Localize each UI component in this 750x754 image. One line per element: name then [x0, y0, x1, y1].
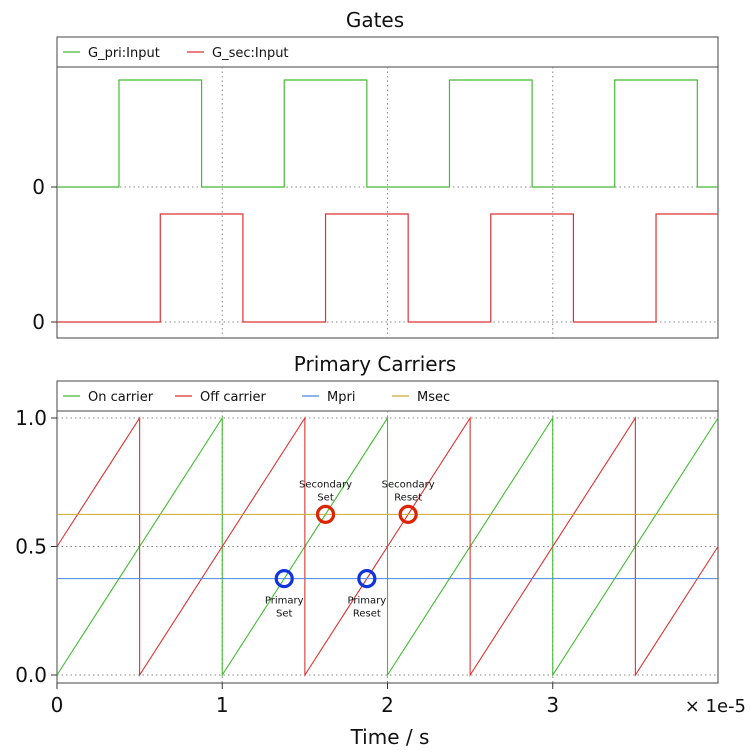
- annotation-label: Set: [317, 492, 334, 503]
- legend-label: Mpri: [327, 390, 355, 405]
- xtick-label: 3: [546, 693, 559, 717]
- annotation-label: Reset: [394, 492, 422, 503]
- annotation-label: Secondary: [299, 479, 352, 490]
- annotation-marker: [315, 504, 336, 524]
- xtick-label: 2: [381, 693, 394, 717]
- x-scale-label: × 1e-5: [685, 696, 746, 717]
- gates-title: Gates: [346, 8, 404, 32]
- gates-ytick-label: 0: [32, 175, 45, 199]
- annotation-label: Set: [276, 609, 293, 620]
- legend-label: G_sec:Input: [212, 46, 289, 61]
- carriers-title: Primary Carriers: [294, 352, 456, 376]
- carriers-ytick-label: 0.0: [15, 663, 47, 687]
- series-off-carrier: [56, 416, 719, 677]
- legend-label: G_pri:Input: [88, 46, 160, 61]
- legend-label: Off carrier: [200, 390, 267, 405]
- carriers-ytick-label: 1.0: [15, 406, 47, 430]
- legend-label: Msec: [417, 390, 450, 405]
- annotation-marker: [274, 569, 294, 589]
- annotation-label: Reset: [353, 609, 381, 620]
- x-axis-label: Time / s: [350, 725, 430, 749]
- gate-trace-g_sec: [57, 213, 718, 323]
- annotation-label: Primary: [348, 596, 387, 607]
- xtick-label: 0: [51, 693, 64, 717]
- annotation-marker: [357, 569, 377, 589]
- carriers-ytick-label: 0.5: [15, 535, 47, 559]
- annotation-marker: [398, 504, 418, 524]
- annotation-label: Secondary: [382, 479, 435, 490]
- gate-trace-g_pri: [57, 79, 718, 188]
- gates-ytick-label: 0: [32, 310, 45, 334]
- xtick-label: 1: [216, 693, 229, 717]
- legend-label: On carrier: [88, 390, 154, 405]
- annotation-label: Primary: [265, 596, 304, 607]
